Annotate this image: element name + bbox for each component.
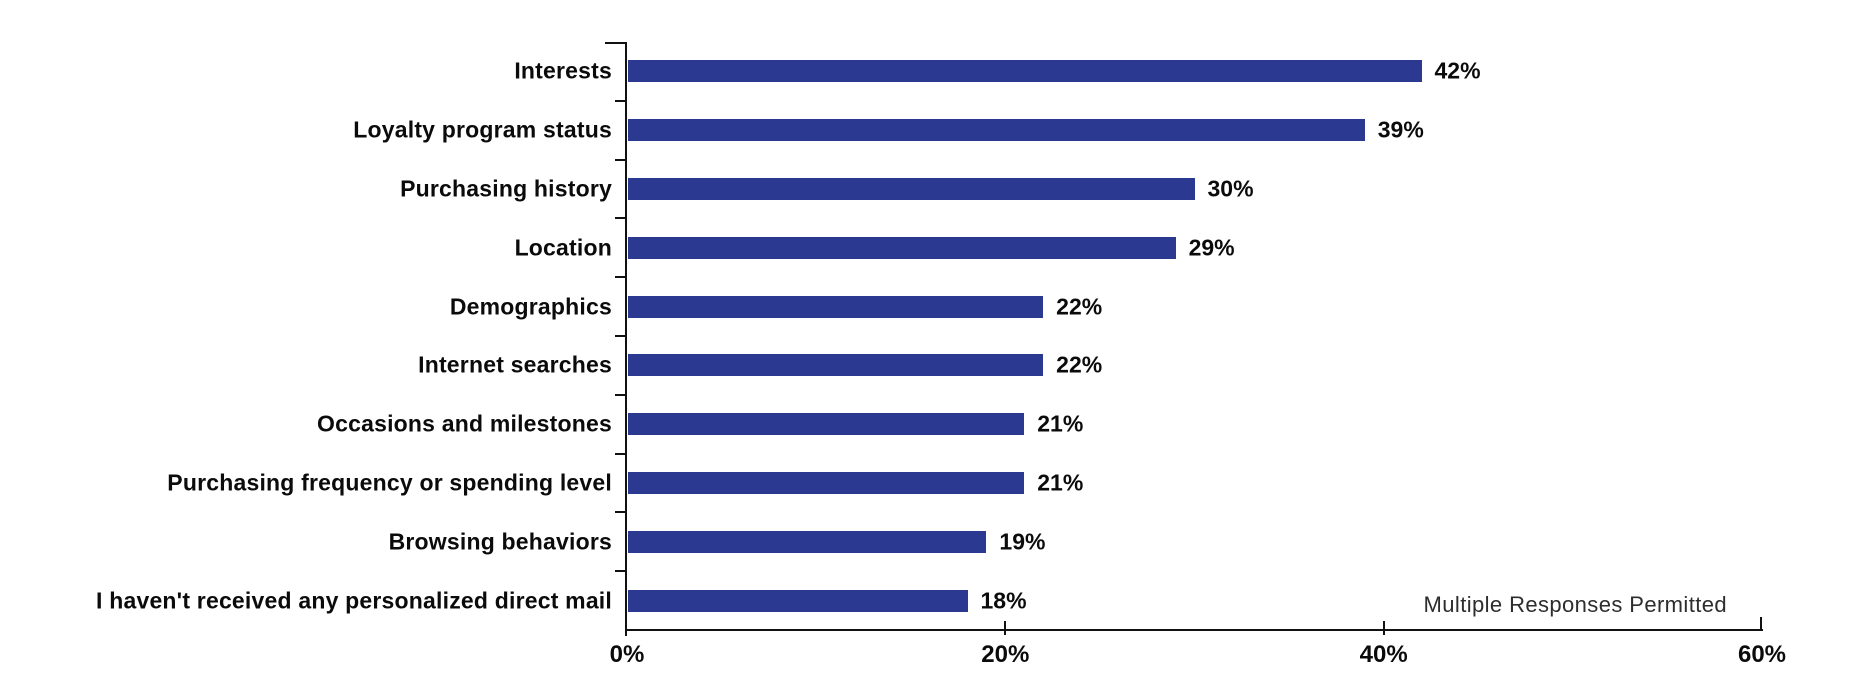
x-axis-tick-label: 40% (1359, 641, 1408, 668)
category-label: Internet searches (418, 351, 612, 378)
bar-row: Demographics 22% (0, 277, 1866, 336)
bar (628, 60, 1422, 83)
bar-row: I haven't received any personalized dire… (0, 571, 1866, 630)
y-axis-tick (615, 276, 625, 279)
x-axis-tick-label: 60% (1737, 641, 1787, 668)
bar (628, 354, 1044, 377)
y-axis-top-cap (605, 42, 625, 44)
bar-row: Internet searches 22% (0, 336, 1866, 395)
x-axis-tick-label: 20% (981, 641, 1030, 668)
y-axis-tick (615, 393, 625, 396)
bar-row: Occasions and milestones 21% (0, 395, 1866, 454)
y-axis-tick (615, 570, 625, 573)
y-axis-tick (615, 335, 625, 337)
value-label: 42% (1434, 57, 1481, 84)
bar (628, 236, 1176, 259)
bar (628, 471, 1025, 494)
bar (628, 530, 987, 553)
value-label: 21% (1037, 410, 1084, 437)
value-label: 19% (999, 528, 1046, 555)
bar-row: Browsing behaviors 19% (0, 512, 1866, 571)
value-label: 29% (1188, 234, 1235, 261)
y-axis-tick (615, 452, 625, 455)
bar (628, 413, 1025, 436)
value-label: 39% (1377, 116, 1424, 143)
bar-row: Purchasing history 30% (0, 160, 1866, 219)
y-axis-tick (615, 99, 625, 102)
bar-row: Location 29% (0, 218, 1866, 277)
x-axis-end-cap (1760, 617, 1762, 629)
value-label: 18% (980, 587, 1027, 614)
y-axis-line (625, 42, 627, 636)
bar (628, 177, 1195, 200)
category-label: Purchasing frequency or spending level (167, 469, 612, 496)
category-label: Demographics (449, 293, 612, 320)
value-label: 22% (1056, 351, 1103, 378)
value-label: 30% (1207, 175, 1254, 202)
x-axis-tick-label: 0% (609, 641, 645, 668)
x-axis-tick (1382, 621, 1385, 635)
x-axis-line (625, 629, 1763, 631)
value-label: 22% (1056, 293, 1103, 320)
bar (628, 119, 1365, 142)
y-axis-tick (615, 511, 625, 514)
category-label: Location (514, 234, 612, 261)
category-label: Purchasing history (400, 175, 612, 202)
bar-row: Purchasing frequency or spending level 21… (0, 454, 1866, 513)
bar (628, 589, 968, 612)
value-label: 21% (1037, 469, 1084, 496)
x-axis-tick (1004, 621, 1007, 635)
category-label: Browsing behaviors (388, 528, 612, 555)
category-label: Interests (514, 57, 612, 84)
bar (628, 295, 1044, 318)
bar-row: Loyalty program status 39% (0, 101, 1866, 160)
y-axis-tick (615, 217, 625, 220)
footnote: Multiple Responses Permitted (1423, 592, 1727, 617)
y-axis-tick (615, 158, 625, 161)
category-label: I haven't received any personalized dire… (96, 587, 612, 614)
bar-row: Interests 42% (0, 42, 1866, 101)
category-label: Loyalty program status (353, 116, 612, 143)
category-label: Occasions and milestones (317, 410, 612, 437)
